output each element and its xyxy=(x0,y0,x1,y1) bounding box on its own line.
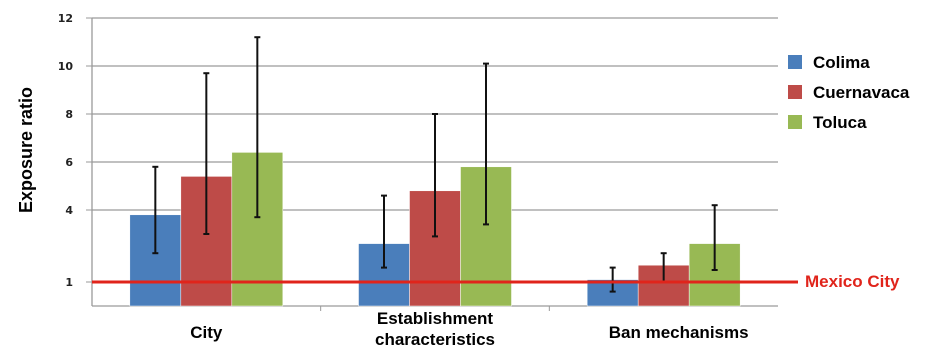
y-tick-label: 4 xyxy=(65,204,73,217)
y-axis-label: Exposure ratio xyxy=(16,87,36,213)
reference-line-label: Mexico City xyxy=(805,272,900,291)
legend-swatch xyxy=(788,55,802,69)
x-category-label: Establishment characteristics xyxy=(375,309,495,349)
bar-toluca-1 xyxy=(231,152,284,307)
labels: Exposure ratio 1 4 6 8 10 12 City Establishment… xyxy=(16,12,749,349)
error-bars xyxy=(152,36,718,293)
y-tick-label: 8 xyxy=(65,108,73,121)
legend: Colima Cuernavaca Toluca xyxy=(788,53,910,132)
legend-label: Cuernavaca xyxy=(813,83,910,102)
y-tick-label: 6 xyxy=(65,156,73,169)
x-category-label: Ban mechanisms xyxy=(609,323,749,342)
x-category-label: City xyxy=(190,323,223,342)
legend-swatch xyxy=(788,115,802,129)
legend-swatch xyxy=(788,85,802,99)
reference-line-group: Mexico City xyxy=(92,272,900,291)
legend-label: Toluca xyxy=(813,113,867,132)
y-tick-label: 10 xyxy=(58,60,74,73)
y-tick-label: 12 xyxy=(58,12,73,25)
legend-label: Colima xyxy=(813,53,870,72)
y-tick-label: 1 xyxy=(65,276,73,289)
